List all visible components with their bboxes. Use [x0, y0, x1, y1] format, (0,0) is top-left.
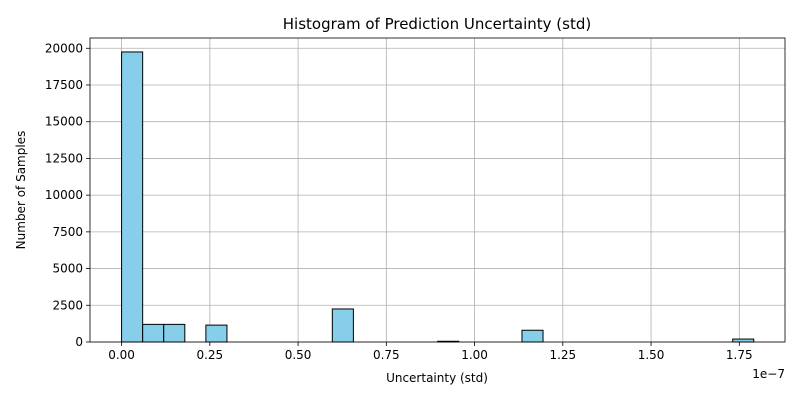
y-tick-label: 5000: [52, 262, 83, 276]
y-tick-label: 10000: [45, 188, 83, 202]
y-tick-label: 7500: [52, 225, 83, 239]
x-tick-label: 1.75: [726, 348, 753, 362]
bars-layer: [121, 51, 755, 343]
histogram-bar: [521, 329, 544, 343]
x-tick-label: 0.50: [285, 348, 312, 362]
plot-area-frame: [89, 37, 786, 343]
x-axis-label: Uncertainty (std): [386, 371, 488, 385]
y-axis-label: Number of Samples: [14, 131, 28, 250]
x-tick-label: 1.25: [549, 348, 576, 362]
x-tick-label: 1.50: [638, 348, 665, 362]
histogram-bar: [121, 51, 144, 343]
y-tick-label: 15000: [45, 115, 83, 129]
histogram-bar: [732, 338, 755, 343]
x-tick-label: 1.00: [461, 348, 488, 362]
histogram-bar: [142, 323, 165, 343]
y-tick-label: 12500: [45, 151, 83, 165]
x-tick-label: 0.25: [196, 348, 223, 362]
y-tick-label: 20000: [45, 41, 83, 55]
grid-layer: [90, 38, 785, 343]
histogram-bar: [205, 324, 228, 343]
y-tick-label: 2500: [52, 298, 83, 312]
x-tick-label: 0.75: [373, 348, 400, 362]
ticks-layer: 0.00 0.25 0.50 0.75 1.00 1.25 1.50 1.75 0 2500 500…: [45, 41, 753, 362]
y-tick-label: 0: [75, 335, 83, 349]
x-tick-label: 0.00: [108, 348, 135, 362]
x-axis-offset-label: 1e−7: [752, 367, 785, 381]
y-tick-label: 17500: [45, 78, 83, 92]
histogram-bar: [163, 323, 186, 343]
chart-title: Histogram of Prediction Uncertainty (std…: [283, 15, 591, 33]
histogram-bar: [331, 308, 354, 343]
